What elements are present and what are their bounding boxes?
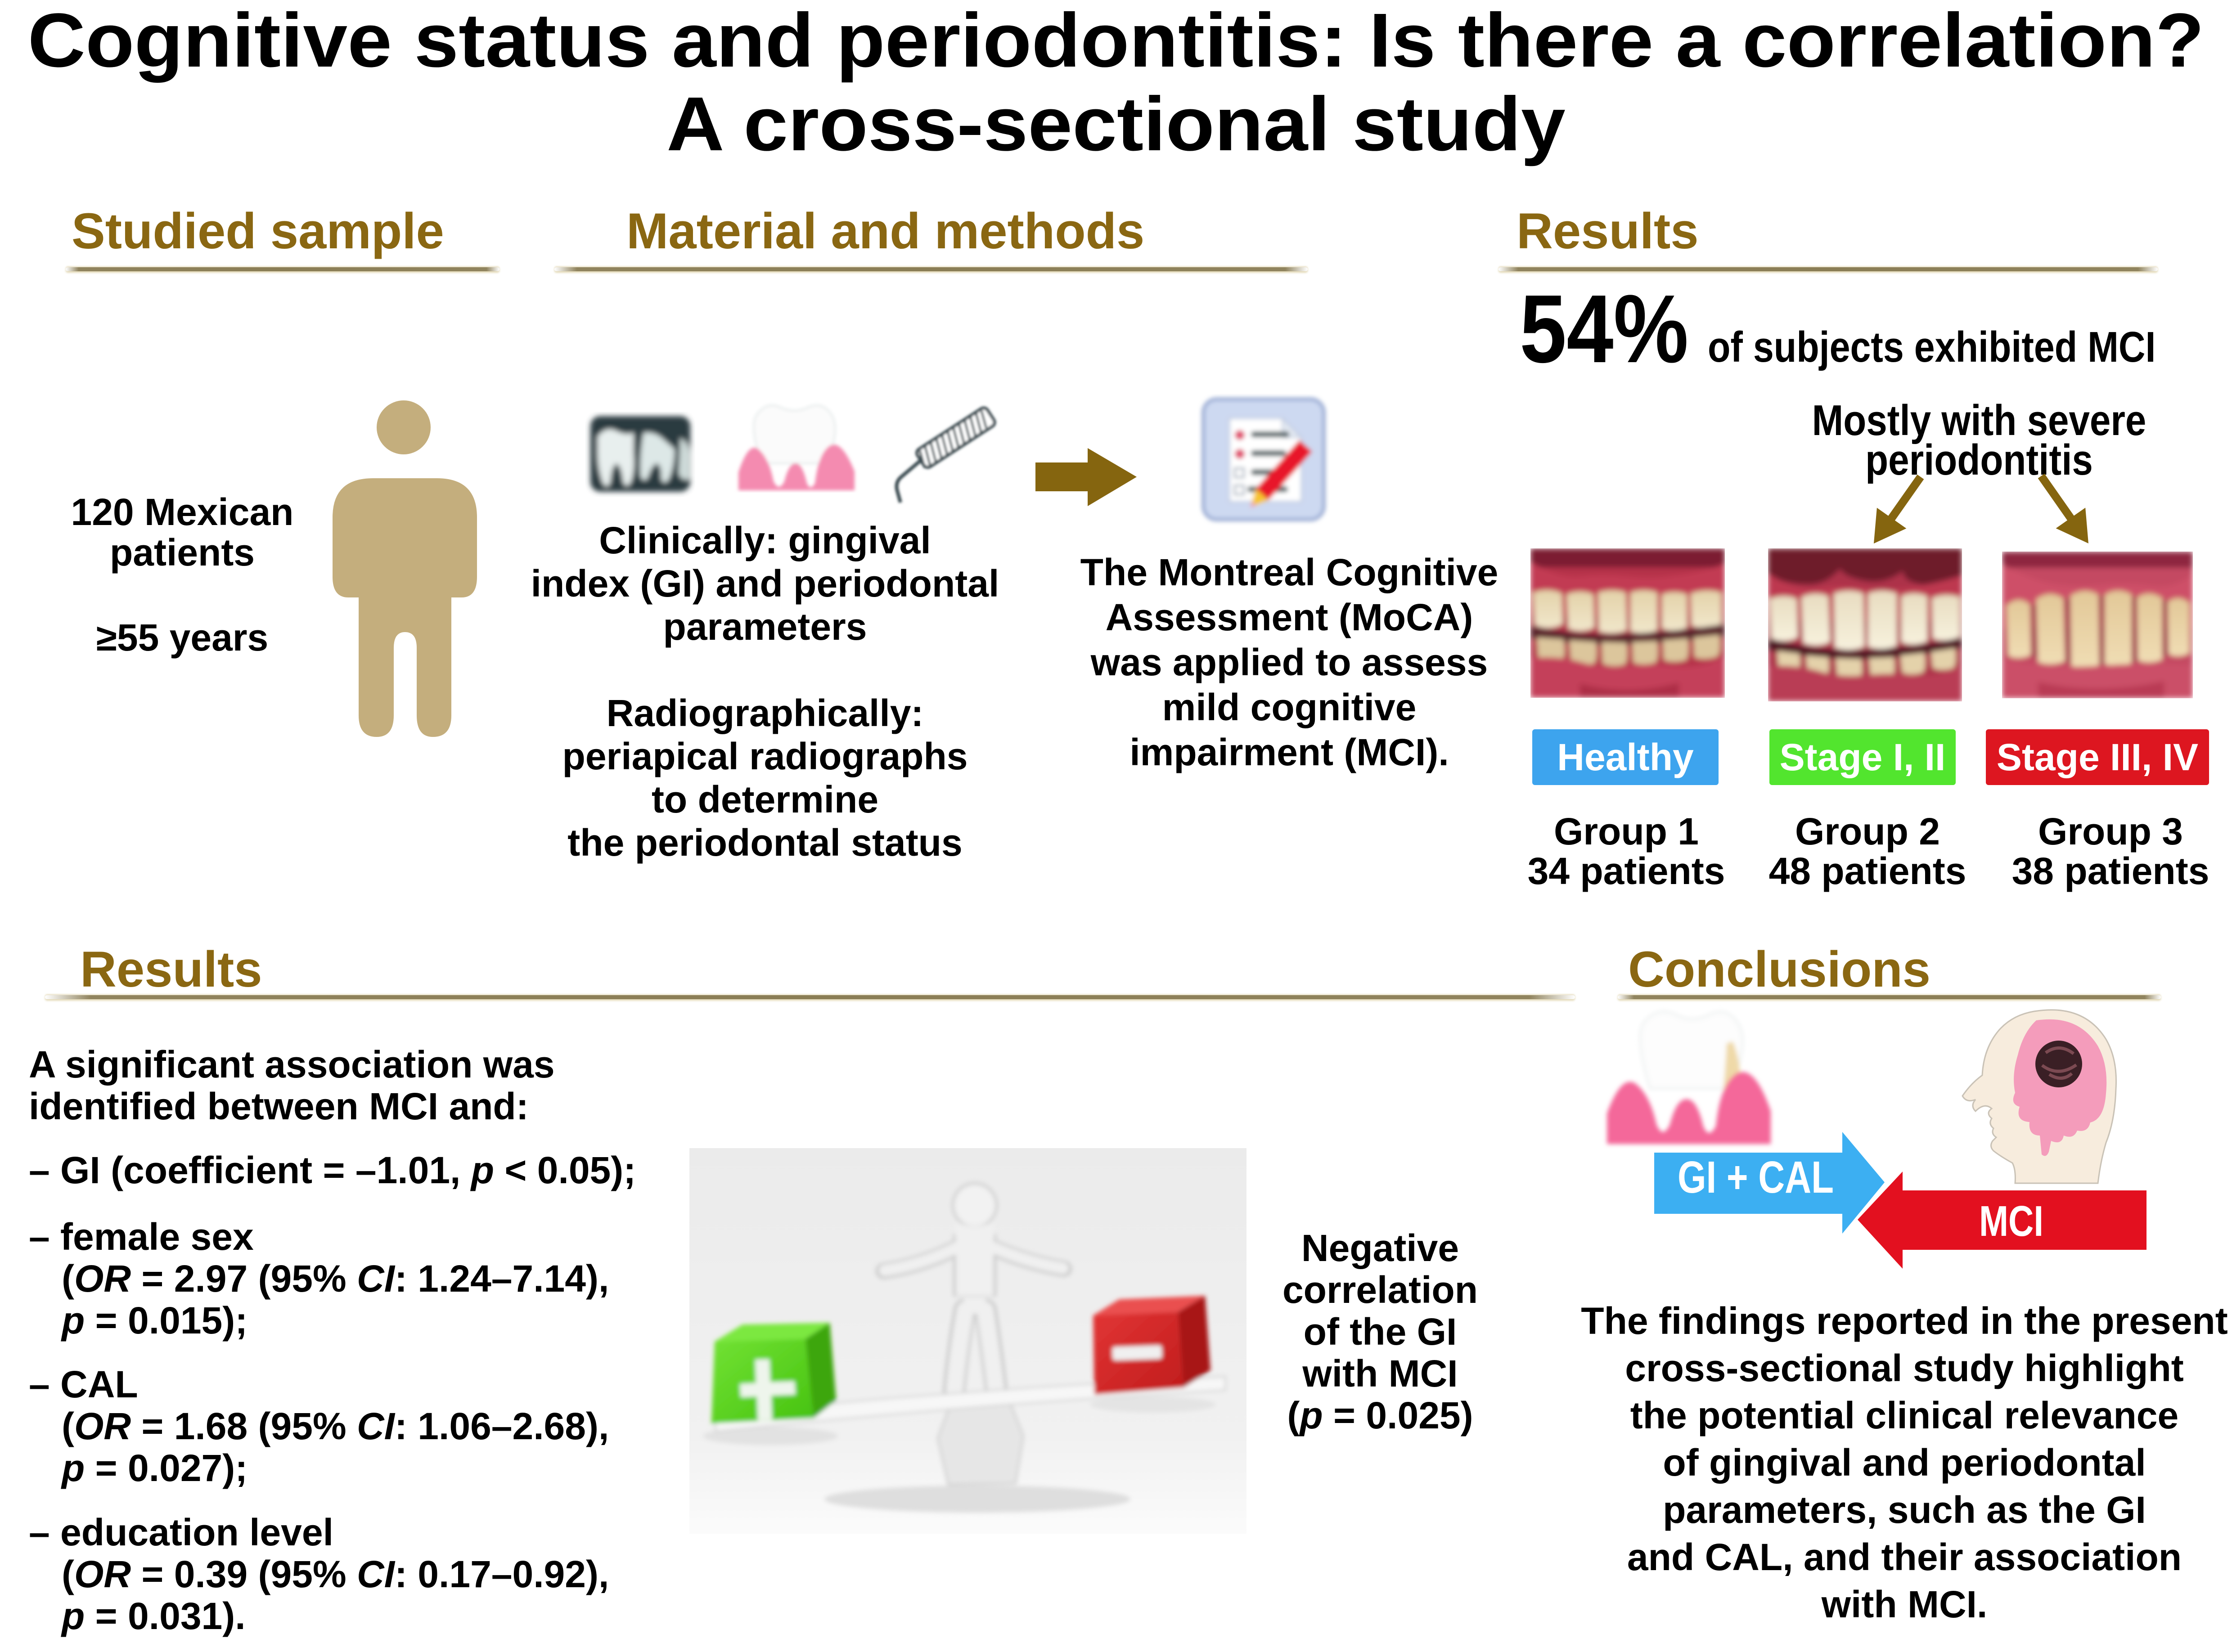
svg-text:GI + CAL: GI + CAL — [1678, 1152, 1834, 1203]
svg-text:MCI: MCI — [1979, 1197, 2043, 1245]
